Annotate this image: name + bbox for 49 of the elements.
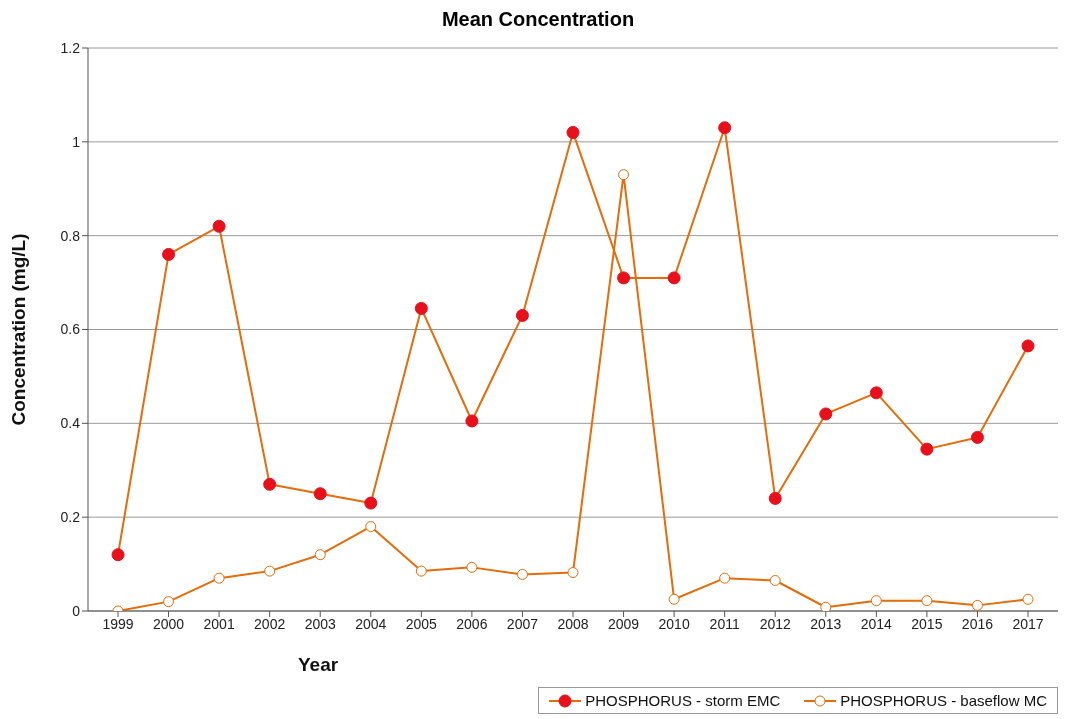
x-tick-label: 2006 xyxy=(456,615,488,632)
y-tick-label: 0.6 xyxy=(60,321,81,338)
point xyxy=(971,599,983,611)
x-tick-label: 2008 xyxy=(557,615,589,632)
point xyxy=(415,565,427,577)
point xyxy=(365,521,377,533)
point xyxy=(1022,593,1034,605)
x-tick-label: 2015 xyxy=(911,615,943,632)
point xyxy=(466,561,478,573)
point xyxy=(213,572,225,584)
legend-label: PHOSPHORUS - baseflow MC xyxy=(839,692,1047,709)
x-tick-label: 1999 xyxy=(102,615,134,632)
x-tick-label: 2016 xyxy=(961,615,994,632)
x-tick-label: 2003 xyxy=(304,615,336,632)
point xyxy=(163,596,175,608)
point xyxy=(719,572,731,584)
x-tick-label: 2009 xyxy=(607,615,640,632)
x-tick-label: 2005 xyxy=(405,615,438,632)
x-tick-label: 2000 xyxy=(152,615,185,632)
x-tick-label: 2014 xyxy=(860,615,893,632)
x-axis-title: Year xyxy=(298,654,339,675)
x-tick-label: 2013 xyxy=(810,615,842,632)
point xyxy=(264,565,276,577)
y-tick-label: 1.2 xyxy=(60,39,81,56)
point xyxy=(668,593,680,605)
y-axis-title: Concentration (mg/L) xyxy=(7,233,29,426)
point xyxy=(314,549,326,561)
y-tick-label: 0 xyxy=(72,602,81,619)
point xyxy=(820,601,832,611)
x-tick-label: 2007 xyxy=(506,615,539,632)
x-tick-label: 2002 xyxy=(254,615,286,632)
y-tick-label: 0.2 xyxy=(60,509,81,526)
legend-label: PHOSPHORUS - storm EMC xyxy=(584,692,781,709)
y-tick-label: 0.8 xyxy=(60,227,81,244)
y-tick-label: 1 xyxy=(72,133,81,150)
point xyxy=(921,595,933,607)
chart-title: Mean Concentration xyxy=(440,8,636,32)
point xyxy=(870,595,882,607)
x-tick-label: 2010 xyxy=(658,615,690,632)
x-tick-label: 2001 xyxy=(203,615,235,632)
y-tick-label: 0.4 xyxy=(60,415,81,432)
x-tick-label: 2011 xyxy=(709,615,740,632)
point xyxy=(618,169,630,181)
x-tick-label: 2004 xyxy=(355,615,387,632)
point xyxy=(769,575,781,586)
point xyxy=(567,567,579,579)
x-tick-label: 2017 xyxy=(1012,615,1044,632)
x-tick-label: 2012 xyxy=(759,615,791,632)
point xyxy=(516,568,528,580)
